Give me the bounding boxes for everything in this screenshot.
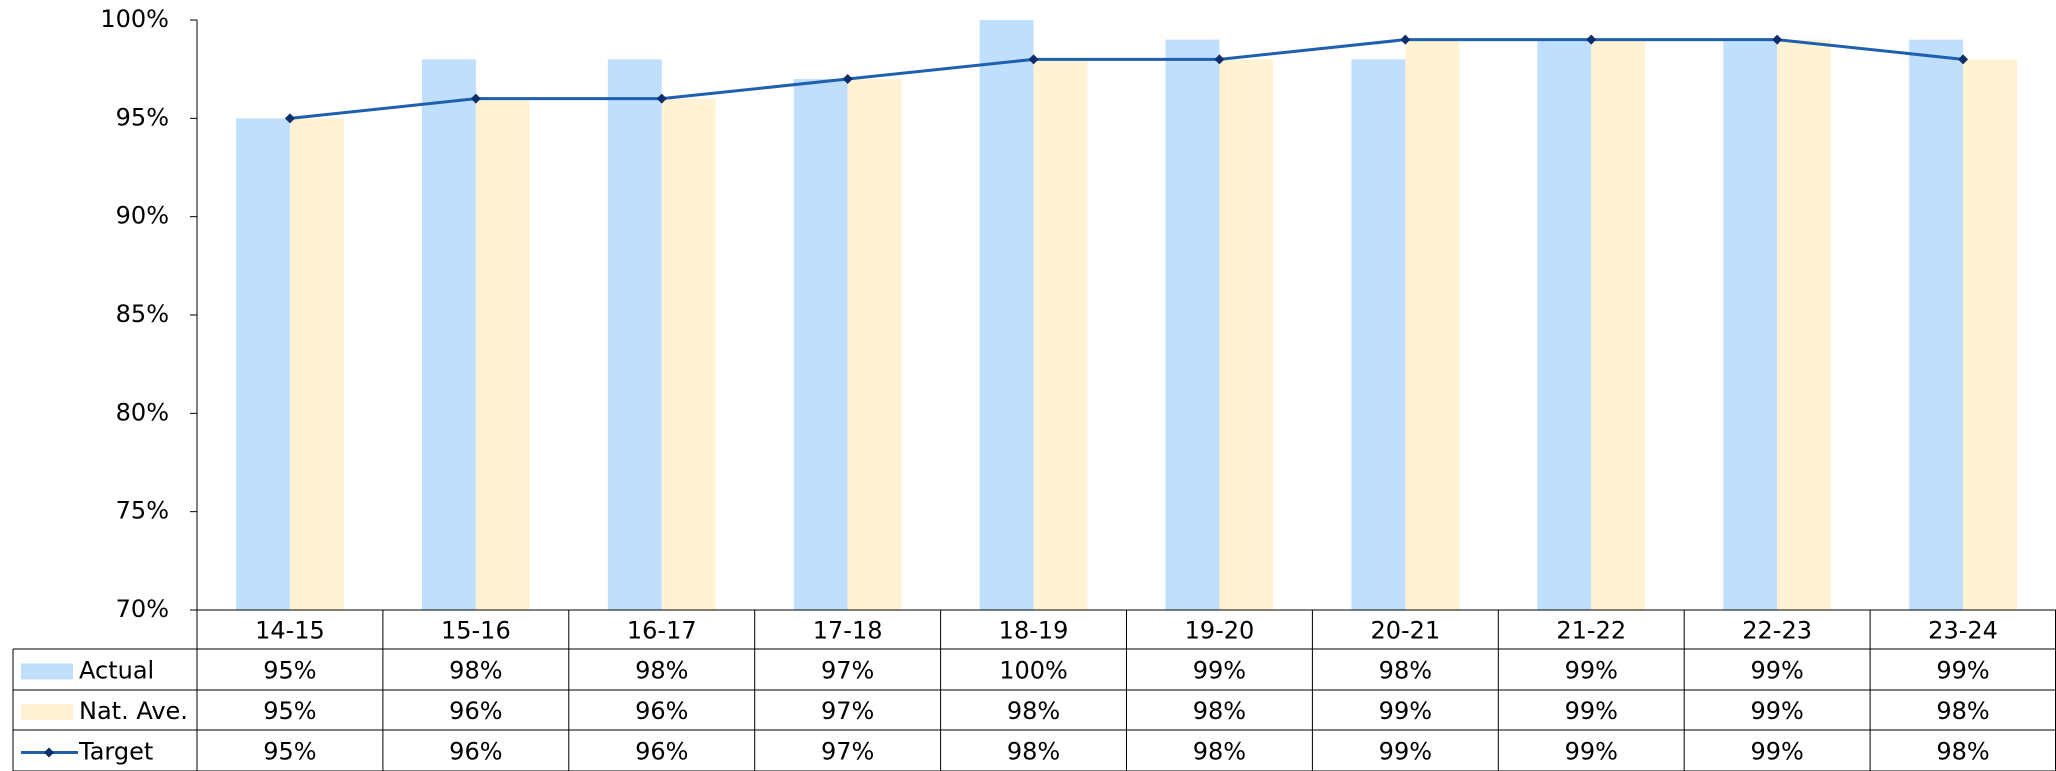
y-tick-label: 70% <box>116 595 169 623</box>
bar <box>421 59 476 611</box>
marker <box>284 113 295 124</box>
table-value: 98% <box>1936 738 1989 766</box>
bar <box>1351 59 1406 611</box>
bar <box>607 59 662 611</box>
bar <box>1777 39 1832 610</box>
legend-label: Target <box>78 738 153 766</box>
x-tick-label: 22-23 <box>1742 617 1812 645</box>
table-value: 95% <box>263 738 316 766</box>
y-tick-label: 100% <box>100 5 169 33</box>
bar <box>236 118 290 610</box>
table-value: 99% <box>1565 697 1618 725</box>
marker <box>842 74 853 84</box>
bar <box>1219 59 1274 611</box>
legend-label: Nat. Ave. <box>79 697 188 725</box>
bar <box>979 20 1034 610</box>
legend-key <box>21 663 73 680</box>
marker <box>1586 34 1597 45</box>
x-tick-label: 17-18 <box>813 617 883 645</box>
table-value: 99% <box>1379 738 1432 766</box>
table-value: 98% <box>635 657 688 685</box>
table-value: 99% <box>1750 697 1803 725</box>
table-value: 98% <box>1379 657 1432 685</box>
y-tick-label: 90% <box>116 202 169 230</box>
x-tick-label: 18-19 <box>999 617 1069 645</box>
legend-key <box>21 704 73 720</box>
bar <box>1405 39 1460 610</box>
y-tick-label: 75% <box>116 497 169 525</box>
marker <box>656 93 667 104</box>
bar <box>1033 59 1088 611</box>
marker <box>1214 54 1225 65</box>
legend-label: Actual <box>79 657 154 685</box>
x-tick-label: 23-24 <box>1928 617 1998 645</box>
x-tick-label: 16-17 <box>627 617 697 645</box>
marker <box>1772 34 1783 45</box>
table-value: 99% <box>1936 657 1989 685</box>
table-value: 97% <box>821 657 874 685</box>
table-value: 98% <box>1007 738 1060 766</box>
table-value: 99% <box>1379 697 1432 725</box>
table-value: 95% <box>263 657 316 685</box>
y-tick-label: 80% <box>116 398 169 426</box>
table-value: 96% <box>449 697 502 725</box>
y-tick-label: 95% <box>116 103 169 131</box>
table-value: 96% <box>449 738 502 766</box>
bar <box>1591 39 1646 610</box>
marker <box>470 93 481 104</box>
bar <box>289 118 344 610</box>
table-value: 98% <box>1936 697 1989 725</box>
table-value: 97% <box>821 738 874 766</box>
table-value: 99% <box>1565 738 1618 766</box>
table-value: 99% <box>1750 738 1803 766</box>
marker <box>1028 54 1039 65</box>
table-value: 98% <box>1007 697 1060 725</box>
bar <box>847 79 902 610</box>
bar <box>475 98 530 611</box>
table-value: 99% <box>1565 657 1618 685</box>
bar <box>1909 39 1964 610</box>
table-value: 98% <box>1193 697 1246 725</box>
marker <box>1400 34 1411 45</box>
table-value: 99% <box>1193 657 1246 685</box>
table-value: 98% <box>449 657 502 685</box>
marker <box>1958 54 1969 65</box>
bar <box>1963 59 2017 611</box>
table-value: 97% <box>821 697 874 725</box>
table-value: 99% <box>1750 657 1803 685</box>
x-tick-label: 15-16 <box>441 617 511 645</box>
target-line <box>289 38 1964 120</box>
bar <box>1537 39 1592 610</box>
bar <box>1723 39 1778 610</box>
x-tick-label: 19-20 <box>1185 617 1255 645</box>
x-tick-label: 14-15 <box>255 617 325 645</box>
table-value: 98% <box>1193 738 1246 766</box>
table-value: 96% <box>635 738 688 766</box>
bar <box>793 79 848 610</box>
table-value: 100% <box>999 657 1068 685</box>
x-tick-label: 20-21 <box>1370 617 1440 645</box>
bar <box>1165 39 1220 610</box>
y-tick-label: 85% <box>116 300 169 328</box>
table-value: 96% <box>635 697 688 725</box>
legend-key <box>44 747 54 758</box>
x-tick-label: 21-22 <box>1556 617 1626 645</box>
table-value: 95% <box>263 697 316 725</box>
bar <box>661 98 716 611</box>
